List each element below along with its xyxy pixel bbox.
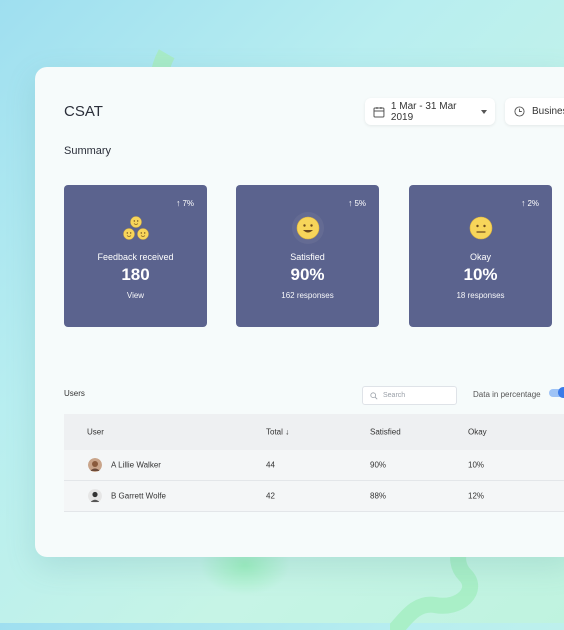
card-sub: 18 responses [456,291,505,300]
chevron-down-icon [481,109,487,114]
business-hours-filter[interactable]: Business [505,98,564,125]
summary-heading: Summary [64,145,112,157]
card-value: 90% [290,265,325,284]
table-header: User Total ↓ Satisfied Okay [64,414,564,450]
group-smiley-icon [122,216,149,240]
users-heading: Users [64,389,85,398]
arrow-up-icon: ↑ [175,198,181,208]
neutral-face-icon [469,216,492,240]
arrow-up-icon: ↑ [520,198,526,208]
column-satisfied[interactable]: Satisfied [370,427,401,437]
users-table: User Total ↓ Satisfied Okay A Lillie Wal… [64,414,564,512]
avatar [88,489,102,503]
search-placeholder: Search [383,392,406,399]
page-title: CSAT [64,103,103,120]
percentage-toggle-label: Data in percentage [473,390,541,399]
card-label: Satisfied [290,252,325,262]
card-label: Okay [469,252,491,262]
toggle-knob [558,387,564,398]
column-total[interactable]: Total ↓ [266,428,289,437]
user-name: A Lillie Walker [111,460,161,470]
percentage-toggle[interactable] [549,387,564,398]
trend-value: 7% [182,198,194,208]
okay-card[interactable]: ↑ 2% Okay 10% 18 responses [409,185,552,327]
column-okay[interactable]: Okay [468,427,487,437]
trend-indicator: ↑ 2% [521,198,539,208]
arrow-up-icon: ↑ [347,198,353,208]
trend-indicator: ↑ 5% [348,198,366,208]
feedback-received-card[interactable]: ↑ 7% Feedback received 180 View [64,185,207,327]
date-range-label: 1 Mar - 31 Mar 2019 [390,100,457,123]
table-row[interactable]: B Garrett Wolfe 42 88% 12% [64,481,564,512]
card-label: Feedback received [97,252,174,262]
satisfied-card[interactable]: ↑ 5% Satisfied 90% 162 responses [236,185,379,327]
card-value: 180 [121,265,150,284]
user-name: B Garrett Wolfe [111,491,166,501]
user-total: 42 [266,491,275,501]
table-row[interactable]: A Lillie Walker 44 90% 10% [64,450,564,481]
column-user[interactable]: User [87,427,104,437]
clock-icon [514,106,525,117]
business-filter-label: Business [532,106,564,117]
user-okay: 10% [468,460,485,470]
user-okay: 12% [468,491,485,501]
card-sub: 162 responses [281,291,334,300]
user-satisfied: 90% [370,460,387,470]
user-satisfied: 88% [370,491,387,501]
avatar [88,458,102,472]
calendar-icon [373,106,385,117]
user-total: 44 [266,460,275,470]
trend-indicator: ↑ 7% [176,198,194,208]
date-range-picker[interactable]: 1 Mar - 31 Mar 2019 [365,98,495,125]
column-total-label: Total [266,427,283,437]
sort-arrow-down-icon: ↓ [285,427,290,437]
dashboard-panel: CSAT 1 Mar - 31 Mar 2019 Business Summar… [35,67,564,557]
trend-value: 5% [354,198,366,208]
card-view-link[interactable]: View [126,291,145,300]
search-icon [370,391,378,399]
happy-face-icon [291,212,324,244]
card-value: 10% [463,265,498,284]
search-input[interactable]: Search [362,386,457,405]
trend-value: 2% [527,198,539,208]
